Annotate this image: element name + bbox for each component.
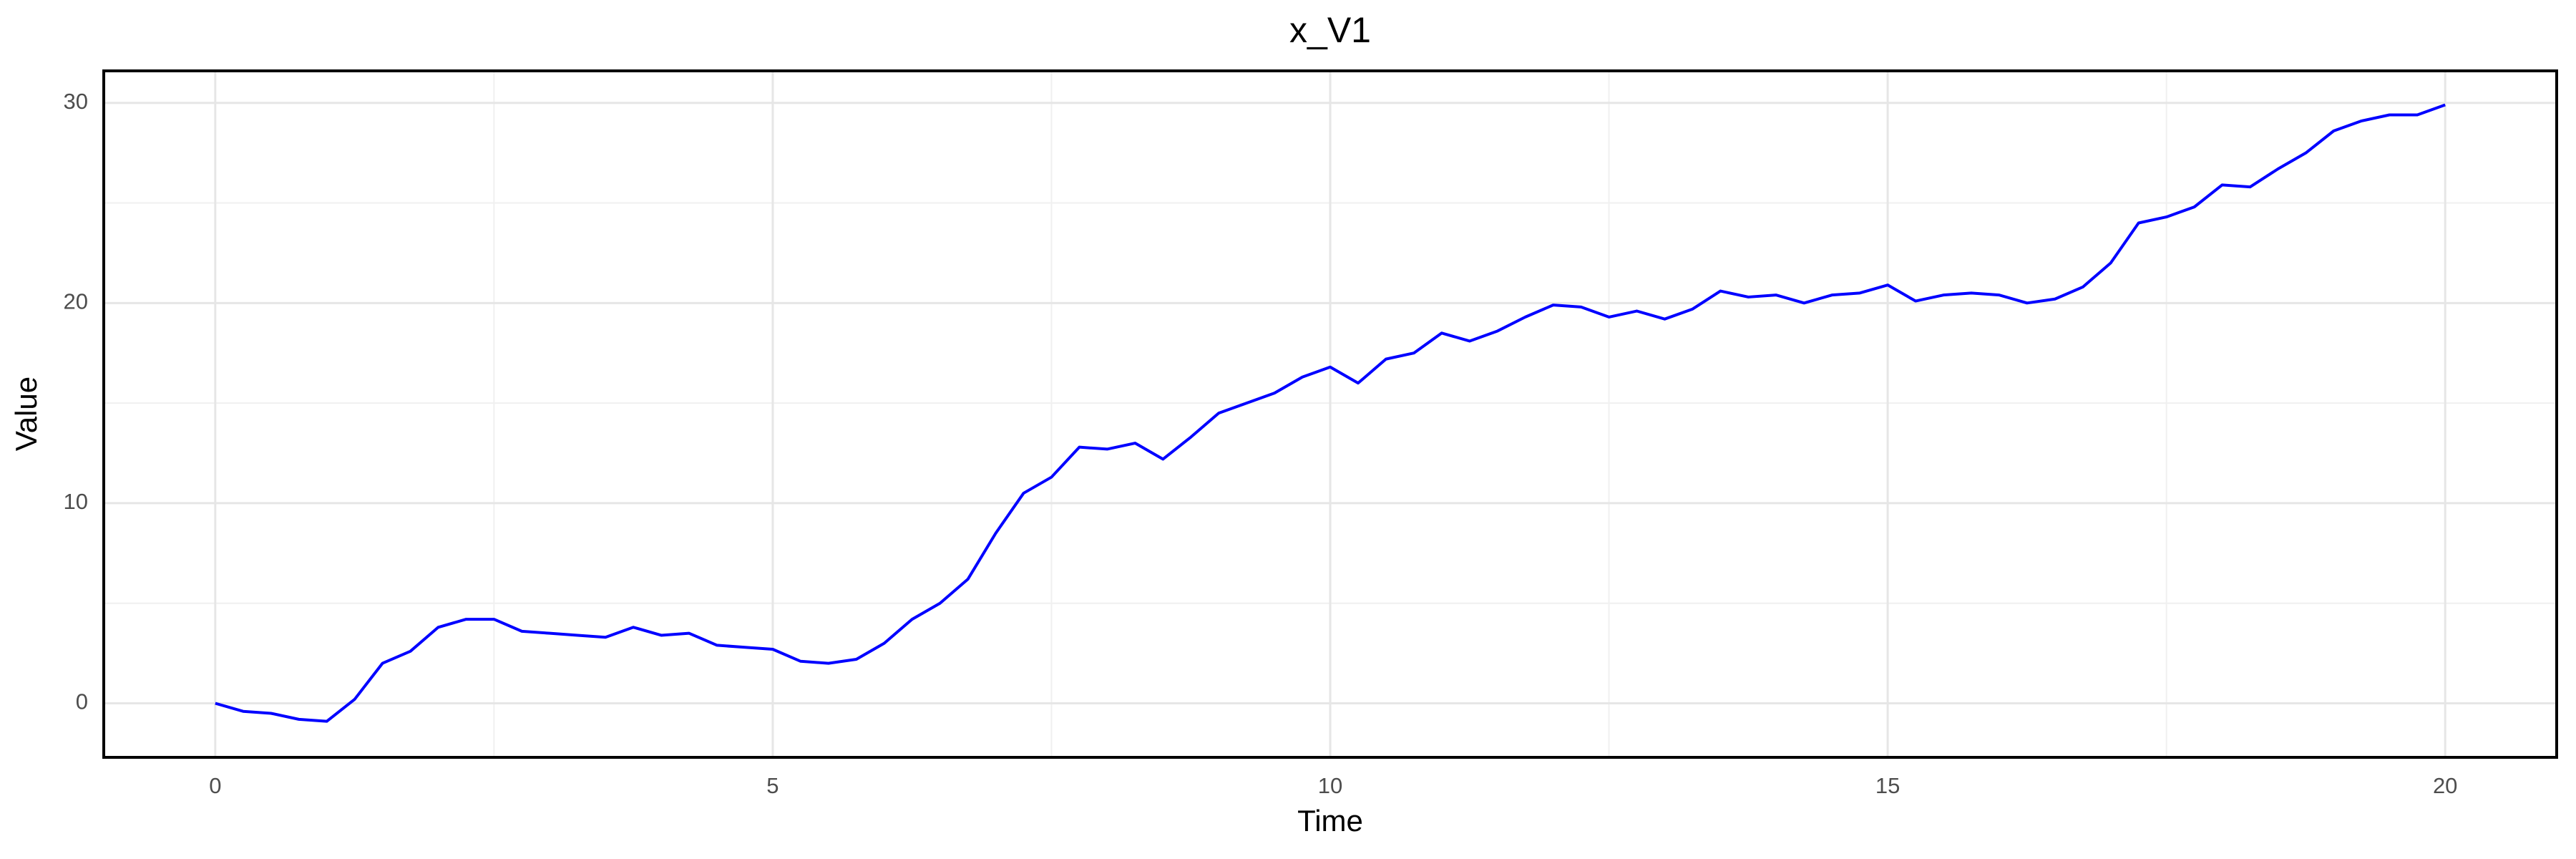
x-tick-label: 0 — [209, 773, 221, 798]
plot-border — [102, 69, 2558, 759]
x-axis-label: Time — [1297, 804, 1363, 838]
x-tick-label: 10 — [1318, 773, 1342, 798]
y-axis-label: Value — [9, 377, 43, 451]
x-tick-label: 20 — [2433, 773, 2457, 798]
y-tick-label: 0 — [76, 689, 88, 714]
x-tick-label: 15 — [1875, 773, 1900, 798]
y-tick-label: 10 — [64, 489, 88, 514]
data-line — [215, 103, 2446, 723]
chart-title: x_V1 — [1289, 10, 1371, 50]
y-tick-label: 20 — [64, 289, 88, 314]
y-tick-label: 30 — [64, 89, 88, 114]
x-tick-label: 5 — [766, 773, 779, 798]
